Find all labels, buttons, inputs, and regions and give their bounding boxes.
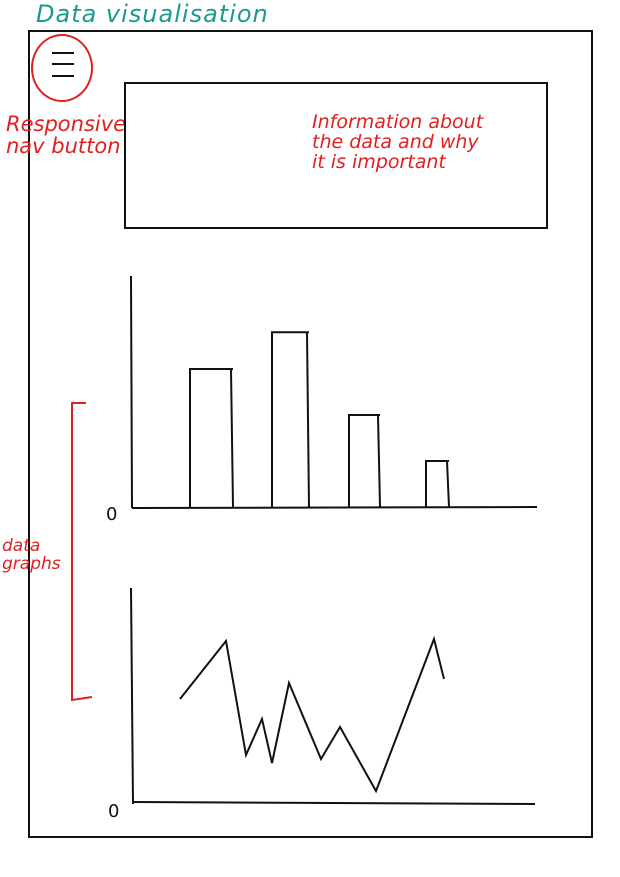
line-chart-zero-label: 0 (108, 801, 120, 822)
mobile-frame (28, 30, 593, 838)
line-chart-y-axis (130, 587, 134, 805)
bar (189, 368, 234, 508)
info-box (124, 82, 548, 229)
responsive-nav-button[interactable] (31, 34, 93, 102)
line-chart-series (179, 635, 445, 794)
nav-button-annotation: Responsive nav button (6, 112, 127, 159)
bar (271, 331, 310, 508)
bar-chart-zero-label: 0 (106, 504, 118, 525)
bar (348, 414, 381, 508)
hamburger-menu-icon-bar (52, 63, 74, 65)
bar-chart-x-axis (131, 506, 538, 509)
hamburger-menu-icon-bar (52, 75, 74, 77)
hamburger-menu-icon (52, 52, 74, 54)
line-chart-x-axis (132, 801, 536, 805)
bar-chart-y-axis (130, 275, 133, 509)
info-box-annotation: Information about the data and why it is… (312, 111, 484, 173)
bar-chart-bars (189, 331, 450, 508)
page-title: Data visualisation (36, 0, 269, 28)
graphs-bracket (71, 402, 93, 702)
bar (425, 460, 450, 508)
graphs-annotation: data graphs (2, 536, 61, 574)
